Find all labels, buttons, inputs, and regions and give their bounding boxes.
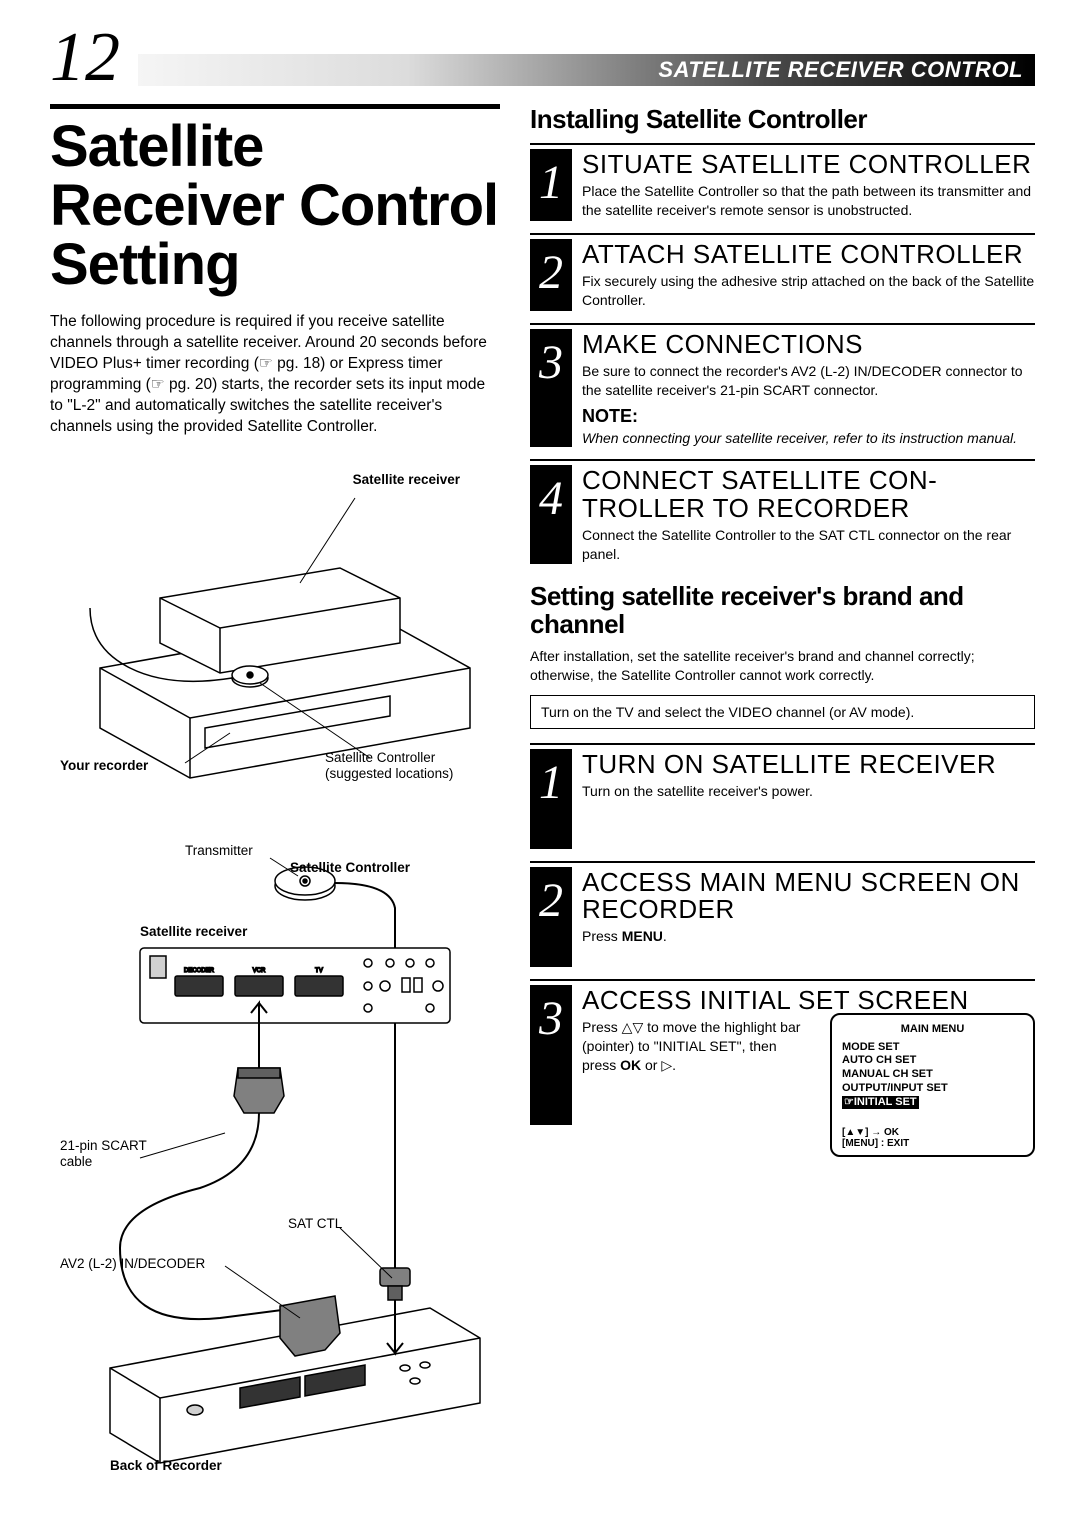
step-2-1: 1 TURN ON SATELLITE RECEIVER Turn on the… [530,743,1035,849]
menu-item-highlight: ☞INITIAL SET [842,1096,1023,1110]
step-title: ACCESS INITIAL SET SCREEN [582,987,1035,1014]
page-header: 12 SATELLITE RECEIVER CONTROL [50,30,1035,86]
step-number: 1 [539,749,563,816]
step-number: 1 [539,149,563,216]
step-number: 2 [539,239,563,306]
diagram-situate: Satellite receiver Your recorder Satelli… [50,468,500,798]
header-bar: SATELLITE RECEIVER CONTROL [138,54,1035,86]
main-title: Satellite Receiver Control Setting [50,117,500,294]
step-1-2: 2 ATTACH SATELLITE CONTROLLER Fix secure… [530,233,1035,311]
menu-title: MAIN MENU [842,1023,1023,1035]
rule [50,104,500,109]
step-title: SITUATE SATELLITE CONTROLLER [582,151,1035,178]
label-av2: AV2 (L-2) IN/DECODER [60,1256,205,1271]
step-text: Turn on the satellite receiver's power. [582,782,1035,801]
step-2-3: 3 ACCESS INITIAL SET SCREEN Press △▽ to … [530,979,1035,1125]
menu-item: MODE SET [842,1041,1023,1055]
label-sat-controller: Satellite Controller [325,750,435,765]
svg-text:DECODER: DECODER [184,968,215,974]
step-title: ATTACH SATELLITE CONTROLLER [582,241,1035,268]
page-number: 12 [50,30,120,86]
step-text: Be sure to connect the recorder's AV2 (L… [582,362,1035,400]
diagram-connections: DECODER VCR TV [50,828,500,1478]
step-number: 4 [539,465,563,532]
menu-footer: [▲▼] → OK [MENU] : EXIT [842,1127,1023,1149]
svg-text:TV: TV [315,968,323,974]
header-title: SATELLITE RECEIVER CONTROL [658,57,1023,83]
step-2-2: 2 ACCESS MAIN MENU SCREEN ON RECORDER Pr… [530,861,1035,967]
step-1-1: 1 SITUATE SATELLITE CONTROLLER Place the… [530,143,1035,221]
label-sat-controller2: Satellite Controller [290,860,410,875]
step-1-3: 3 MAKE CONNECTIONS Be sure to connect th… [530,323,1035,447]
menu-item: AUTO CH SET [842,1054,1023,1068]
intro-text: The following procedure is required if y… [50,312,500,438]
step-text: Place the Satellite Controller so that t… [582,182,1035,220]
label-your-recorder: Your recorder [60,758,148,773]
menu-items: MODE SET AUTO CH SET MANUAL CH SET OUTPU… [842,1041,1023,1110]
section2-intro: After installation, set the satellite re… [530,647,1035,685]
menu-item: OUTPUT/INPUT SET [842,1082,1023,1096]
svg-text:VCR: VCR [253,968,266,974]
step-title: ACCESS MAIN MENU SCREEN ON RECORDER [582,869,1035,924]
step-text: Press △▽ to move the highlight bar (poin… [582,1018,812,1075]
section1-title: Installing Satellite Controller [530,104,1035,135]
label-sat-ctl: SAT CTL [288,1216,342,1231]
section2-title: Setting satellite receiver's brand and c… [530,582,1035,639]
right-column: Installing Satellite Controller 1 SITUAT… [530,104,1035,1478]
step-number: 2 [539,867,563,934]
step-number: 3 [539,329,563,396]
menu-item: MANUAL CH SET [842,1068,1023,1082]
left-column: Satellite Receiver Control Setting The f… [50,104,500,1478]
menu-screen: MAIN MENU MODE SET AUTO CH SET MANUAL CH… [830,1013,1035,1158]
label-scart: 21-pin SCART cable [60,1138,170,1170]
note-title: NOTE: [582,406,1035,427]
label-back-recorder: Back of Recorder [110,1458,222,1473]
step-text: Fix securely using the adhesive strip at… [582,272,1035,310]
step-text: Press MENU. [582,927,1035,946]
step-1-4: 4 CONNECT SATELLITE CON- TROLLER TO RECO… [530,459,1035,563]
step-text: Connect the Satellite Controller to the … [582,526,1035,564]
label-sat-receiver2: Satellite receiver [140,924,247,939]
label-sat-receiver: Satellite receiver [353,472,460,487]
label-transmitter: Transmitter [185,843,253,858]
step-title: TURN ON SATELLITE RECEIVER [582,751,1035,778]
tv-instruction-box: Turn on the TV and select the VIDEO chan… [530,695,1035,729]
step-title: CONNECT SATELLITE CON- TROLLER TO RECORD… [582,467,1035,522]
step-number: 3 [539,985,563,1052]
label-suggested: (suggested locations) [325,766,453,781]
note-text: When connecting your satellite receiver,… [582,429,1035,447]
step-title: MAKE CONNECTIONS [582,331,1035,358]
